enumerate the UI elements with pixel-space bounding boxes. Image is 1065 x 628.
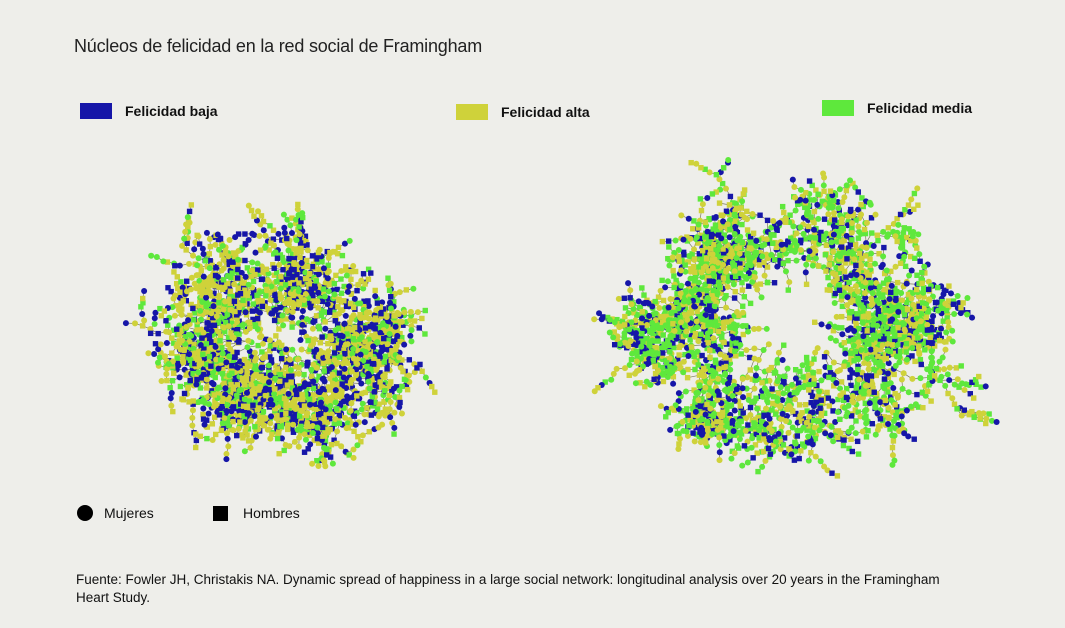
legend-label-media: Felicidad media [867,100,973,116]
legend-label-baja: Felicidad baja [125,103,218,119]
legend-swatch-alta [456,104,488,120]
legend-felicidad-alta: Felicidad alta [456,104,590,120]
legend-felicidad-baja: Felicidad baja [80,103,218,119]
legend-felicidad-media: Felicidad media [822,100,972,116]
legend-swatch-media [822,100,854,116]
page-title: Núcleos de felicidad en la red social de… [74,36,483,56]
legend-label-alta: Felicidad alta [501,104,590,120]
legend-swatch-baja [80,103,112,119]
